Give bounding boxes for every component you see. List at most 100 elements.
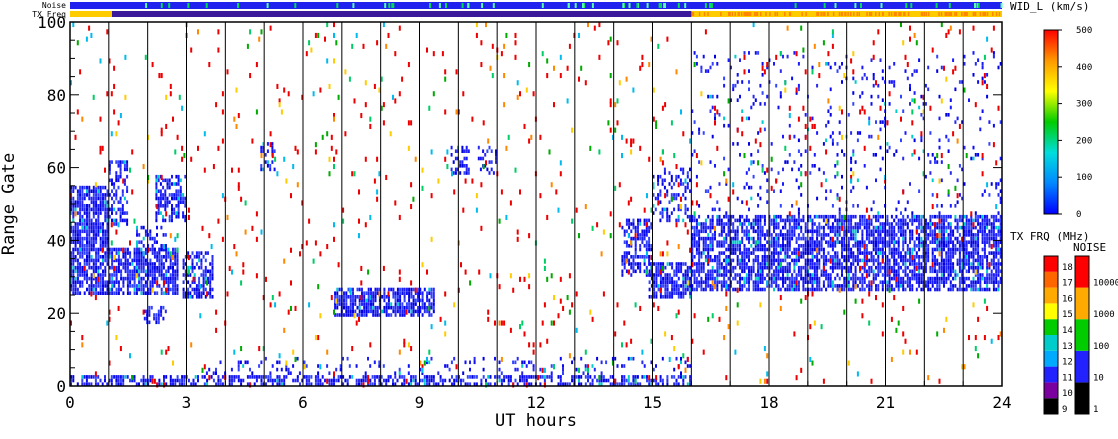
- echo-cell: [83, 258, 86, 263]
- echo-cell: [943, 262, 945, 266]
- echo-cell: [81, 255, 84, 259]
- noise-bar-mark: [237, 3, 240, 8]
- echo-cell: [177, 174, 180, 179]
- echo-cell: [748, 87, 750, 92]
- echo-cell: [822, 236, 825, 241]
- echo-cell: [795, 262, 798, 266]
- echo-cell: [936, 69, 939, 73]
- echo-cell: [977, 280, 980, 284]
- echo-cell: [92, 214, 95, 219]
- echo-cell: [836, 193, 839, 197]
- echo-cell: [149, 247, 152, 252]
- echo-cell: [838, 65, 841, 70]
- echo-cell: [981, 214, 984, 219]
- echo-cell: [822, 258, 825, 263]
- echo-cell: [625, 244, 628, 248]
- echo-cell: [454, 156, 457, 161]
- echo-cell: [999, 222, 1002, 226]
- echo-cell: [936, 276, 939, 281]
- echo-cell: [149, 233, 152, 237]
- echo-cell: [83, 218, 86, 223]
- echo-cell: [209, 284, 212, 288]
- echo-cell: [983, 247, 986, 252]
- echo-cell: [95, 218, 98, 223]
- echo-cell: [92, 284, 95, 288]
- echo-cell: [138, 262, 141, 266]
- echo-cell: [117, 200, 120, 204]
- echo-cell: [906, 273, 909, 277]
- echo-cell: [126, 174, 129, 179]
- echo-cell: [816, 240, 819, 244]
- echo-cell: [777, 233, 780, 237]
- echo-cell: [174, 273, 177, 277]
- echo-cell: [804, 269, 807, 274]
- echo-cell: [770, 218, 773, 223]
- echo-cell: [841, 218, 843, 223]
- noise-bar-mark: [145, 3, 148, 8]
- echo-cell: [986, 73, 989, 77]
- echo-cell: [337, 378, 340, 383]
- echo-cell: [162, 196, 165, 201]
- echo-cell: [972, 287, 975, 292]
- echo-cell: [166, 185, 169, 190]
- echo-cell: [421, 295, 424, 299]
- echo-cell: [126, 247, 129, 252]
- echo-cell: [153, 255, 156, 259]
- echo-cell: [949, 222, 952, 226]
- echo-cell: [160, 269, 163, 274]
- echo-cell: [630, 273, 633, 277]
- echo-cell: [924, 236, 927, 241]
- echo-cell: [865, 225, 868, 230]
- echo-cell: [797, 214, 800, 219]
- echo-cell: [507, 382, 510, 386]
- echo-cell: [956, 262, 959, 266]
- echo-cell: [924, 225, 927, 230]
- echo-cell: [965, 276, 968, 281]
- noise-bar-mark: [492, 3, 495, 8]
- echo-cell: [784, 269, 787, 274]
- echo-cell: [818, 233, 821, 237]
- echo-cell: [816, 269, 819, 274]
- echo-cell: [784, 265, 787, 270]
- echo-cell: [750, 251, 753, 255]
- echo-cell: [266, 142, 269, 146]
- echo-cell: [870, 284, 873, 288]
- echo-cell: [126, 269, 129, 274]
- echo-cell: [974, 225, 977, 230]
- echo-cell: [727, 222, 730, 226]
- echo-cell: [827, 251, 830, 255]
- echo-cell: [822, 214, 825, 219]
- echo-cell: [716, 240, 719, 244]
- echo-cell: [666, 218, 669, 223]
- echo-cell: [237, 375, 240, 379]
- echo-cell: [779, 265, 782, 270]
- echo-cell: [632, 382, 635, 386]
- echo-cell: [970, 240, 973, 244]
- echo-cell: [276, 360, 279, 365]
- echo-cell: [827, 284, 830, 288]
- echo-cell: [770, 284, 773, 288]
- echo-cell: [818, 167, 821, 172]
- echo-cell: [999, 120, 1002, 124]
- echo-cell: [695, 174, 698, 179]
- echo-cell: [718, 251, 721, 255]
- echo-cell: [797, 284, 800, 288]
- echo-cell: [918, 258, 921, 263]
- echo-cell: [671, 276, 674, 281]
- echo-cell: [956, 116, 959, 121]
- echo-cell: [831, 265, 834, 270]
- echo-cell: [463, 149, 466, 153]
- echo-cell: [336, 291, 339, 295]
- echo-cell: [663, 178, 666, 183]
- echo-cell: [986, 218, 989, 223]
- echo-cell: [689, 291, 692, 295]
- echo-cell: [641, 233, 644, 237]
- echo-cell: [231, 382, 233, 386]
- echo-cell: [718, 273, 721, 277]
- echo-cell: [834, 62, 837, 66]
- echo-cell: [108, 276, 111, 281]
- echo-cell: [126, 251, 129, 255]
- echo-cell: [593, 375, 596, 379]
- echo-cell: [859, 247, 862, 252]
- echo-cell: [875, 265, 877, 270]
